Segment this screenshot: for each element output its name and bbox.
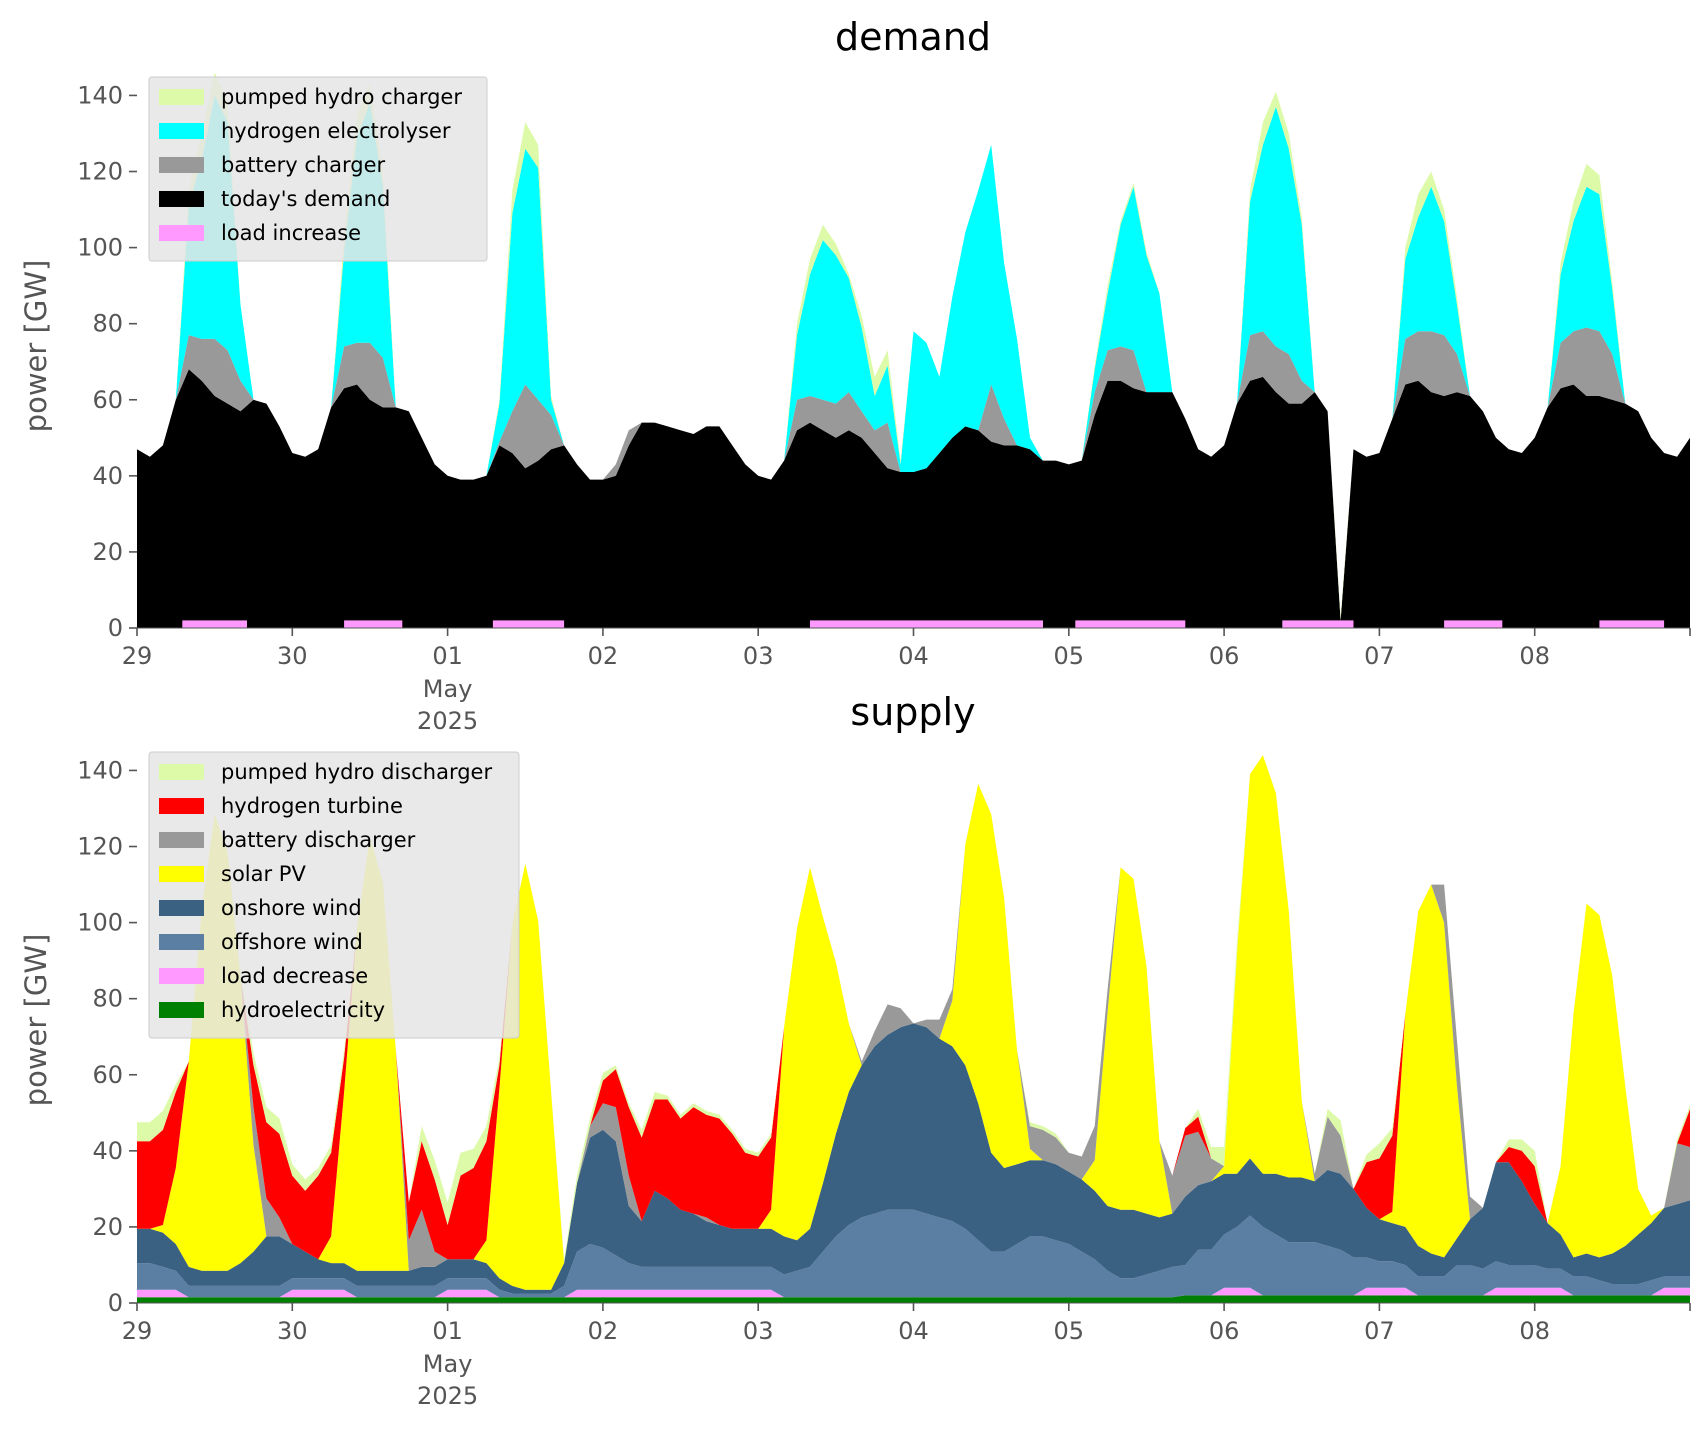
supply-y-tick-label: 140 — [77, 756, 123, 784]
demand-y-tick-label: 120 — [77, 158, 123, 186]
demand-legend-swatch-pumped-hydro-charger — [159, 89, 204, 105]
demand-load-increase-bands — [182, 620, 1665, 628]
demand-x-tick-label: 07 — [1364, 642, 1395, 670]
supply-legend-swatch-battery-discharger — [159, 832, 204, 848]
demand-x-tick-label: 29 — [122, 642, 153, 670]
demand-legend-label-battery-charger: battery charger — [221, 153, 386, 177]
demand-y-tick-label: 40 — [92, 462, 123, 490]
demand-chart-title: demand — [835, 15, 991, 59]
supply-legend-label-offshore-wind: offshore wind — [221, 930, 363, 954]
demand-legend-swatch-battery-charger — [159, 157, 204, 173]
demand-x-tick-label: 30 — [277, 642, 308, 670]
demand-x-tick-label: 08 — [1519, 642, 1550, 670]
demand-x-tick-label: 05 — [1054, 642, 1085, 670]
demand-load-increase-band-0 — [182, 620, 247, 628]
demand-x-tick-label: 06 — [1209, 642, 1240, 670]
demand-y-tick-label: 140 — [77, 81, 123, 109]
supply-y-tick-label: 100 — [77, 909, 123, 937]
demand-series-battery-charger-area — [137, 327, 1690, 621]
supply-y-tick-label: 120 — [77, 833, 123, 861]
supply-legend-swatch-hydrogen-turbine — [159, 798, 204, 814]
supply-y-axis-label: power [GW] — [19, 934, 53, 1107]
demand-x-tick-sublabel: May — [423, 675, 473, 703]
supply-legend-label-onshore-wind: onshore wind — [221, 896, 362, 920]
demand-legend-label-pumped-hydro-charger: pumped hydro charger — [221, 85, 462, 109]
demand-load-increase-band-6 — [1444, 620, 1503, 628]
demand-x-tick-sublabel: 2025 — [417, 707, 478, 735]
demand-chart: 0 20 40 60 80 100 120 140 29 30 01 May 2025 02 03 04 05 0… — [19, 15, 1691, 735]
supply-series-hydrogen-turbine-area — [137, 755, 1690, 1264]
demand-legend-swatch-hydrogen-electrolyser — [159, 123, 204, 139]
demand-area-layers — [137, 72, 1690, 628]
supply-x-tick-label: 29 — [122, 1317, 153, 1345]
demand-y-tick-label: 60 — [92, 386, 123, 414]
supply-x-tick-label: 04 — [898, 1317, 929, 1345]
supply-y-tick-label: 80 — [92, 985, 123, 1013]
supply-legend-box — [148, 751, 520, 1039]
demand-x-tick-label: 04 — [898, 642, 929, 670]
supply-legend-swatch-onshore-wind — [159, 900, 204, 916]
demand-legend-box — [148, 76, 488, 262]
supply-series-onshore-wind-area — [137, 1023, 1690, 1294]
demand-x-tick-label: 02 — [588, 642, 619, 670]
supply-x-tick-label: 01 — [432, 1317, 463, 1345]
demand-axes: 0 20 40 60 80 100 120 140 29 30 01 May 2025 02 03 04 05 0… — [77, 81, 1691, 735]
demand-legend-label-load-increase: load increase — [221, 221, 361, 245]
supply-x-tick-label: 05 — [1054, 1317, 1085, 1345]
supply-legend-swatch-solar-pv — [159, 866, 204, 882]
demand-load-increase-band-1 — [344, 620, 403, 628]
supply-area-layers — [137, 755, 1690, 1303]
supply-x-tick-label: 03 — [743, 1317, 774, 1345]
supply-legend-label-load-decrease: load decrease — [221, 964, 368, 988]
supply-x-tick-sublabel: May — [423, 1350, 473, 1378]
supply-legend-label-hydrogen-turbine: hydrogen turbine — [221, 794, 403, 818]
demand-legend-label-today-s-demand: today's demand — [221, 187, 390, 211]
demand-y-tick-label: 80 — [92, 310, 123, 338]
supply-legend-label-hydroelectricity: hydroelectricity — [221, 998, 385, 1022]
supply-chart: 0 20 40 60 80 100 120 140 29 30 01 May 2025 02 03 04 05 0… — [19, 690, 1691, 1410]
demand-y-tick-label: 0 — [108, 614, 123, 642]
demand-legend-swatch-today-s-demand — [159, 191, 204, 207]
demand-series-hydrogen-electrolyser-area — [137, 95, 1690, 621]
supply-x-tick-label: 30 — [277, 1317, 308, 1345]
demand-y-axis-label: power [GW] — [19, 260, 53, 433]
supply-x-tick-label: 02 — [588, 1317, 619, 1345]
supply-x-tick-label: 07 — [1364, 1317, 1395, 1345]
supply-legend-label-battery-discharger: battery discharger — [221, 828, 416, 852]
supply-y-tick-label: 20 — [92, 1213, 123, 1241]
demand-load-increase-band-5 — [1282, 620, 1354, 628]
supply-legend-swatch-pumped-hydro-discharger — [159, 764, 204, 780]
supply-legend-label-pumped-hydro-discharger: pumped hydro discharger — [221, 760, 492, 784]
supply-chart-title: supply — [850, 690, 975, 734]
demand-load-increase-band-7 — [1599, 620, 1665, 628]
demand-x-tick-label: 01 — [432, 642, 463, 670]
supply-x-tick-label: 08 — [1519, 1317, 1550, 1345]
demand-y-tick-label: 20 — [92, 538, 123, 566]
supply-y-tick-label: 0 — [108, 1289, 123, 1317]
demand-legend-label-hydrogen-electrolyser: hydrogen electrolyser — [221, 119, 451, 143]
supply-series-load-decrease-area — [137, 1287, 1690, 1298]
supply-axes: 0 20 40 60 80 100 120 140 29 30 01 May 2025 02 03 04 05 0… — [77, 756, 1691, 1410]
demand-series-today-s-demand-area — [137, 369, 1690, 628]
supply-y-tick-label: 60 — [92, 1061, 123, 1089]
demand-y-tick-label: 100 — [77, 234, 123, 262]
supply-legend-swatch-hydroelectricity — [159, 1002, 204, 1018]
supply-y-tick-label: 40 — [92, 1137, 123, 1165]
demand-legend-swatch-load-increase — [159, 225, 204, 241]
supply-legend-swatch-load-decrease — [159, 968, 204, 984]
supply-x-tick-sublabel: 2025 — [417, 1382, 478, 1410]
demand-load-increase-band-3 — [810, 620, 1043, 628]
demand-load-increase-band-2 — [492, 620, 565, 628]
supply-series-offshore-wind-area — [137, 1209, 1690, 1298]
supply-legend: pumped hydro discharger hydrogen turbine b… — [148, 751, 520, 1039]
demand-x-tick-label: 03 — [743, 642, 774, 670]
supply-series-solar-pv-area — [137, 755, 1690, 1290]
demand-load-increase-band-4 — [1075, 620, 1186, 628]
supply-legend-label-solar-pv: solar PV — [221, 862, 306, 886]
supply-legend-swatch-offshore-wind — [159, 934, 204, 950]
demand-legend: pumped hydro charger hydrogen electrolyse… — [148, 76, 488, 262]
supply-x-tick-label: 06 — [1209, 1317, 1240, 1345]
